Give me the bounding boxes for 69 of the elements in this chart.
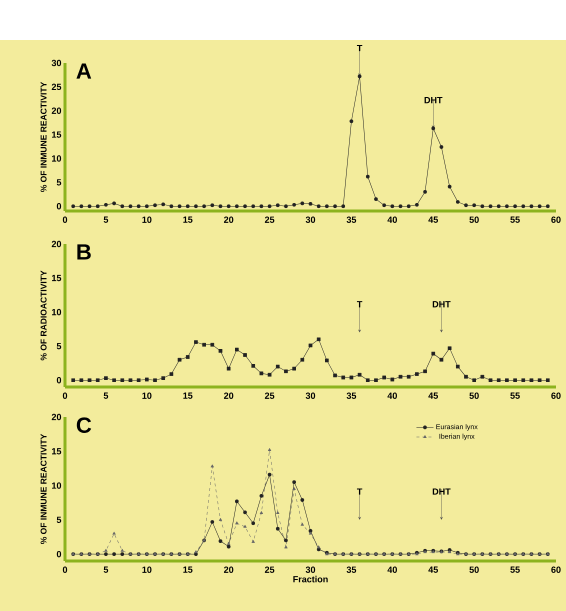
- x-tick-label: 60: [551, 566, 561, 573]
- x-tick-label: 25: [264, 392, 274, 399]
- x-tick-label: 60: [551, 216, 561, 223]
- x-tick-label: 35: [346, 216, 356, 223]
- y-axis-title: % OF RADIOACTIVITY: [40, 270, 47, 360]
- y-tick-label: 5: [56, 179, 62, 186]
- x-tick-label: 30: [306, 216, 316, 223]
- x-tick-label: 55: [510, 392, 520, 399]
- x-tick-label: 15: [183, 566, 192, 573]
- annotation: T: [356, 301, 362, 308]
- x-tick-label: 0: [62, 216, 68, 223]
- x-tick-label: 35: [346, 392, 356, 399]
- x-tick-label: 60: [551, 392, 561, 399]
- x-tick-label: 5: [104, 216, 108, 223]
- x-tick-label: 40: [387, 216, 397, 223]
- y-tick-label: 5: [56, 343, 62, 350]
- y-axis-title: % OF INMUNE REACTIVITY: [40, 82, 47, 192]
- annotation: T: [356, 44, 362, 52]
- x-tick-label: 20: [224, 216, 234, 223]
- x-tick-label: 10: [142, 566, 152, 573]
- y-axis-title: % OF INMUNE REACTIVITY: [40, 434, 47, 544]
- x-tick-label: 20: [224, 566, 234, 573]
- x-tick-label: 15: [183, 216, 192, 223]
- x-tick-label: 25: [264, 216, 274, 223]
- y-tick-label: 15: [52, 131, 62, 138]
- y-tick-label: 25: [52, 84, 62, 90]
- x-tick-label: 40: [387, 392, 397, 399]
- x-tick-label: 50: [469, 566, 479, 573]
- y-tick-label: 10: [52, 482, 62, 489]
- y-tick-label: 20: [52, 414, 62, 420]
- y-tick-label: 10: [52, 155, 62, 162]
- y-tick-label: 10: [52, 308, 62, 316]
- annotation: DHT: [432, 488, 451, 495]
- x-tick-label: 50: [469, 392, 479, 399]
- x-tick-label: 50: [469, 216, 479, 223]
- y-tick-label: 20: [52, 108, 62, 114]
- y-tick-label: 20: [52, 240, 62, 248]
- x-axis-title: Fraction: [293, 576, 328, 582]
- x-tick-label: 40: [387, 566, 397, 573]
- y-tick-label: 30: [52, 60, 62, 66]
- annotation: DHT: [424, 97, 442, 104]
- x-tick-label: 45: [428, 392, 438, 399]
- chart-title: A: [76, 63, 92, 79]
- x-tick-label: 0: [62, 392, 68, 399]
- x-tick-label: 20: [224, 392, 234, 399]
- y-tick-label: 15: [52, 274, 62, 282]
- x-tick-label: 15: [183, 392, 192, 399]
- annotation: DHT: [432, 301, 451, 308]
- y-tick-label: 0: [56, 203, 62, 210]
- x-tick-label: 5: [104, 566, 108, 573]
- x-tick-label: 10: [142, 216, 152, 223]
- x-tick-label: 35: [346, 566, 356, 573]
- chart-title: C: [76, 417, 92, 433]
- x-tick-label: 25: [264, 566, 274, 573]
- x-tick-label: 30: [306, 566, 316, 573]
- x-tick-label: 45: [428, 566, 438, 573]
- y-tick-label: 0: [56, 550, 62, 558]
- y-tick-label: 5: [56, 516, 62, 524]
- x-tick-label: 0: [62, 566, 68, 573]
- y-tick-label: 0: [56, 377, 62, 384]
- y-tick-label: 15: [52, 448, 62, 454]
- annotation: T: [356, 488, 362, 495]
- x-tick-label: 10: [142, 392, 152, 399]
- x-tick-label: 55: [510, 216, 520, 223]
- chart-title: B: [77, 244, 91, 260]
- x-tick-label: 30: [306, 392, 316, 399]
- x-tick-label: 5: [104, 392, 108, 399]
- x-tick-label: 55: [510, 566, 520, 573]
- x-tick-label: 45: [428, 216, 438, 223]
